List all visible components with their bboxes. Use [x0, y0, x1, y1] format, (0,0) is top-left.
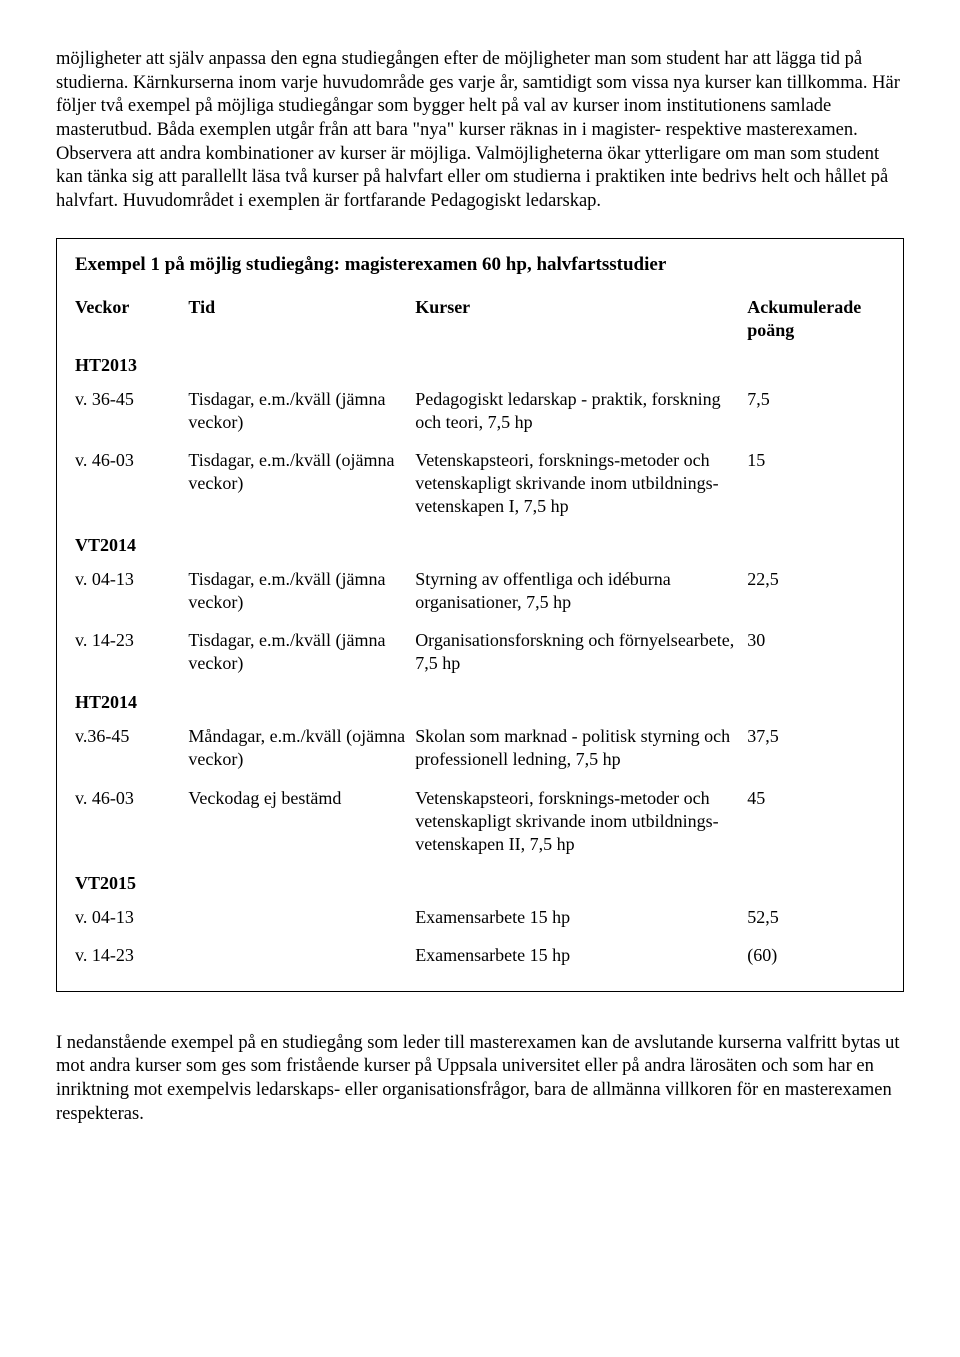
cell-course: Vetenskapsteori, forsknings-metoder och … [415, 444, 747, 528]
header-weeks: Veckor [75, 291, 188, 348]
study-plan-table: Veckor Tid Kurser Ackumulerade poäng HT2… [75, 291, 885, 977]
cell-points: 45 [747, 782, 885, 866]
table-row: v. 04-13Tisdagar, e.m./kväll (jämna veck… [75, 563, 885, 624]
cell-weeks: v. 04-13 [75, 901, 188, 939]
cell-points: 30 [747, 624, 885, 685]
cell-course: Examensarbete 15 hp [415, 901, 747, 939]
term-row: VT2014 [75, 528, 885, 563]
cell-course: Styrning av offentliga och idéburna orga… [415, 563, 747, 624]
cell-weeks: v. 46-03 [75, 444, 188, 528]
table-row: v. 14-23Tisdagar, e.m./kväll (jämna veck… [75, 624, 885, 685]
cell-course: Vetenskapsteori, forsknings-metoder och … [415, 782, 747, 866]
cell-points: 22,5 [747, 563, 885, 624]
header-time: Tid [188, 291, 415, 348]
cell-weeks: v. 04-13 [75, 563, 188, 624]
term-label: VT2014 [75, 528, 885, 563]
cell-points: 15 [747, 444, 885, 528]
table-row: v. 14-23 Examensarbete 15 hp(60) [75, 939, 885, 977]
term-label: HT2013 [75, 348, 885, 383]
term-label: HT2014 [75, 685, 885, 720]
cell-weeks: v. 14-23 [75, 624, 188, 685]
cell-time: Tisdagar, e.m./kväll (ojämna veckor) [188, 444, 415, 528]
term-row: HT2014 [75, 685, 885, 720]
cell-points: 37,5 [747, 720, 885, 781]
cell-points: 7,5 [747, 383, 885, 444]
cell-time: Veckodag ej bestämd [188, 782, 415, 866]
cell-time: Tisdagar, e.m./kväll (jämna veckor) [188, 563, 415, 624]
cell-course: Examensarbete 15 hp [415, 939, 747, 977]
table-header-row: Veckor Tid Kurser Ackumulerade poäng [75, 291, 885, 348]
table-row: v. 04-13 Examensarbete 15 hp52,5 [75, 901, 885, 939]
cell-weeks: v.36-45 [75, 720, 188, 781]
cell-weeks: v. 36-45 [75, 383, 188, 444]
cell-course: Pedagogiskt ledarskap - praktik, forskni… [415, 383, 747, 444]
cell-points: (60) [747, 939, 885, 977]
header-courses: Kurser [415, 291, 747, 348]
cell-points: 52,5 [747, 901, 885, 939]
cell-weeks: v. 46-03 [75, 782, 188, 866]
outro-paragraph: I nedanstående exempel på en studiegång … [56, 1032, 904, 1127]
term-row: HT2013 [75, 348, 885, 383]
header-points: Ackumulerade poäng [747, 291, 885, 348]
cell-time [188, 901, 415, 939]
term-row: VT2015 [75, 866, 885, 901]
term-label: VT2015 [75, 866, 885, 901]
cell-course: Skolan som marknad - politisk styrning o… [415, 720, 747, 781]
intro-paragraph: möjligheter att själv anpassa den egna s… [56, 48, 904, 214]
table-row: v. 46-03Veckodag ej bestämdVetenskapsteo… [75, 782, 885, 866]
cell-weeks: v. 14-23 [75, 939, 188, 977]
cell-time [188, 939, 415, 977]
table-title: Exempel 1 på möjlig studiegång: magister… [75, 253, 885, 277]
cell-course: Organisationsforskning och förnyelsearbe… [415, 624, 747, 685]
table-row: v. 36-45Tisdagar, e.m./kväll (jämna veck… [75, 383, 885, 444]
cell-time: Tisdagar, e.m./kväll (jämna veckor) [188, 624, 415, 685]
table-row: v. 46-03Tisdagar, e.m./kväll (ojämna vec… [75, 444, 885, 528]
example-table-container: Exempel 1 på möjlig studiegång: magister… [56, 238, 904, 992]
table-row: v.36-45Måndagar, e.m./kväll (ojämna veck… [75, 720, 885, 781]
cell-time: Tisdagar, e.m./kväll (jämna veckor) [188, 383, 415, 444]
cell-time: Måndagar, e.m./kväll (ojämna veckor) [188, 720, 415, 781]
